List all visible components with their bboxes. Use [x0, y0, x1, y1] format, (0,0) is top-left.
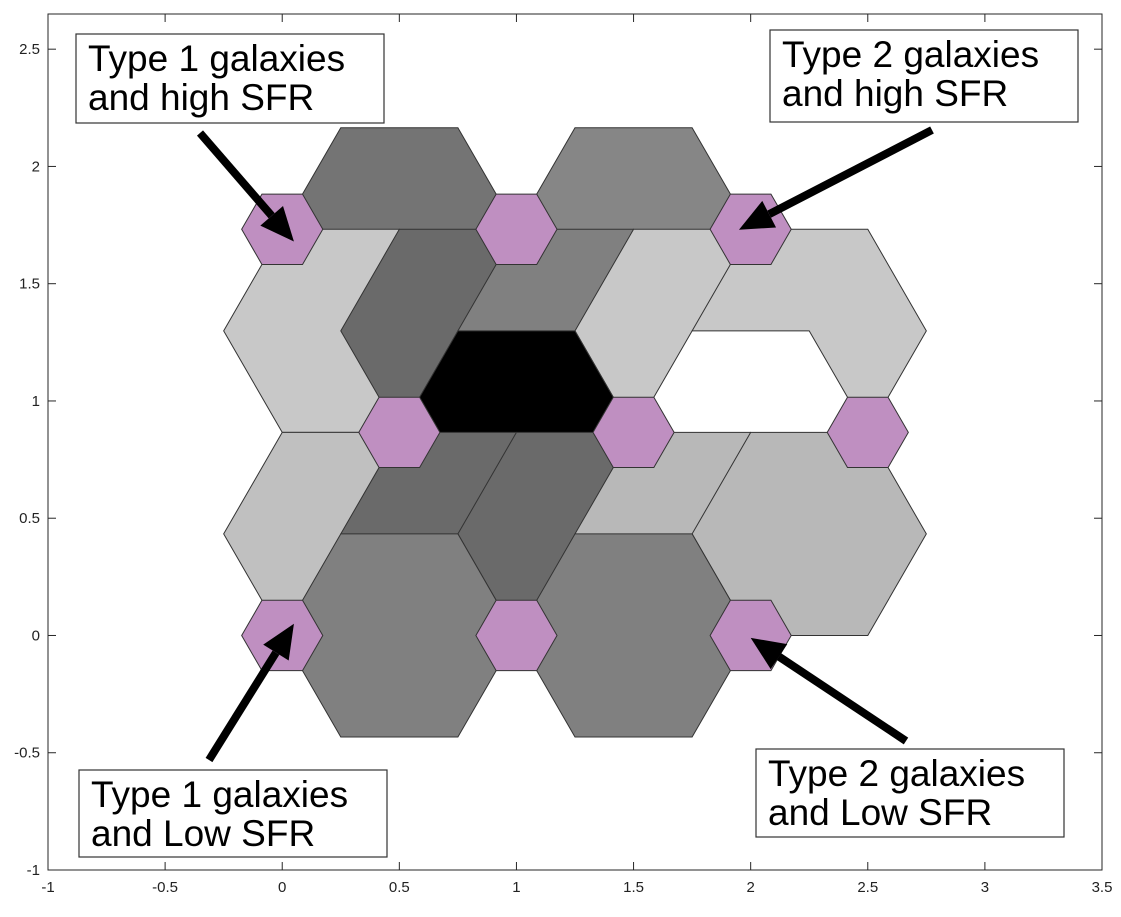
- y-tick-label: -1: [27, 862, 40, 879]
- annotation-box: [769, 29, 1079, 123]
- annotation-text: Type 1 galaxies: [91, 774, 348, 815]
- annotation-text: and Low SFR: [768, 792, 992, 833]
- annotation-text: and high SFR: [88, 77, 314, 118]
- y-tick-label: 1: [32, 393, 40, 410]
- highlight-hexagon: [475, 599, 558, 672]
- annotation-arrow-head: [263, 623, 294, 661]
- annotation-text: and Low SFR: [91, 813, 315, 854]
- highlight-hexagon: [358, 396, 441, 469]
- x-tick-label: 1.5: [623, 879, 644, 896]
- x-tick-label: 3.5: [1092, 879, 1113, 896]
- y-tick-label: 0.5: [19, 510, 40, 527]
- annotation-box: [75, 33, 385, 124]
- x-tick-label: 2.5: [857, 879, 878, 896]
- annotation-text: and high SFR: [782, 73, 1008, 114]
- annotation-arrow-head: [738, 200, 777, 230]
- annotation-box: [755, 748, 1065, 838]
- y-tick-label: 2: [32, 158, 40, 175]
- annotation-text: Type 2 galaxies: [768, 753, 1025, 794]
- annotation-arrow-shaft: [776, 653, 909, 745]
- x-tick-label: 3: [981, 879, 989, 896]
- annotation-arrow-shaft: [205, 650, 280, 763]
- x-tick-label: 0.5: [389, 879, 410, 896]
- x-tick-label: -1: [41, 879, 54, 896]
- y-tick-label: 0: [32, 627, 40, 644]
- annotation-text: Type 1 galaxies: [88, 38, 345, 79]
- y-tick-label: 2.5: [19, 41, 40, 58]
- annotation-box: [78, 769, 388, 858]
- y-tick-label: 1.5: [19, 276, 40, 293]
- highlight-hexagon: [826, 396, 909, 469]
- x-tick-label: 2: [746, 879, 754, 896]
- x-tick-label: 0: [278, 879, 286, 896]
- y-tick-label: -0.5: [14, 745, 40, 762]
- axis-ticks: -1 -0.5 0 0.5 1 1.5 2 2.5 3 3.5 -1 -0.5 0 0.5 1 1.5 2 2.5: [14, 14, 1112, 896]
- highlight-hexagon: [475, 193, 558, 265]
- highlight-hexagon: [592, 396, 675, 469]
- hexagon-layer: [223, 127, 927, 738]
- annotation-text: Type 2 galaxies: [782, 34, 1039, 75]
- annotation-arrow-head: [750, 637, 788, 670]
- x-tick-label: 1: [512, 879, 520, 896]
- x-tick-label: -0.5: [152, 879, 178, 896]
- annotation-arrow-shaft: [196, 130, 275, 219]
- annotation-arrow-shaft: [767, 126, 934, 218]
- annotation-arrow-head: [260, 205, 294, 242]
